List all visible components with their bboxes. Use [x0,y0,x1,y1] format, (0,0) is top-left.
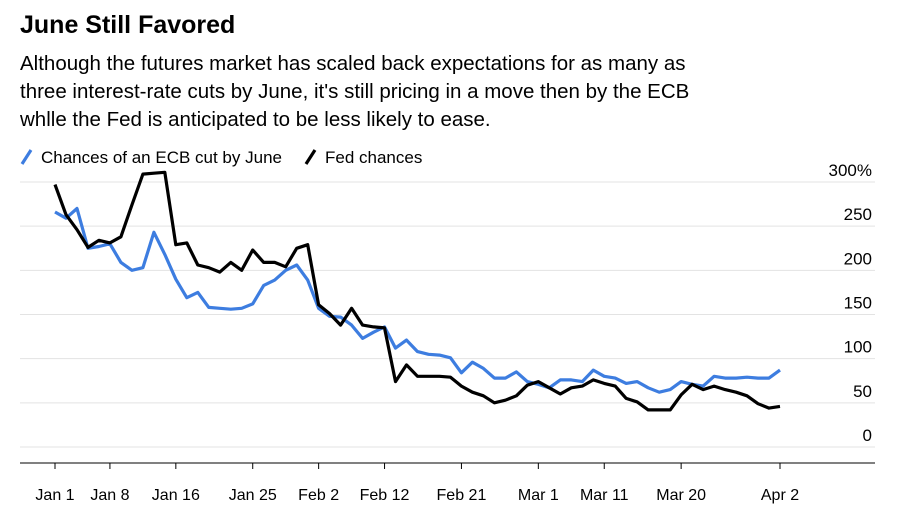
x-tick-label: Feb 21 [437,487,487,504]
y-tick-label: 200 [844,249,872,268]
y-tick-label: 0 [863,426,872,445]
y-tick-label: 300% [829,161,872,180]
x-tick-label: Jan 8 [90,487,129,504]
x-tick-label: Feb 12 [360,487,410,504]
legend-label: Fed chances [325,148,422,167]
x-tick-label: Mar 20 [656,487,706,504]
subtitle: three interest-rate cuts by June, it's s… [20,80,689,103]
data-line [54,206,781,394]
legend: Chances of an ECB cut by June Fed chances [20,148,422,167]
y-tick-label: 250 [844,205,872,224]
y-tick-label: 100 [844,338,872,357]
y-tick-label: 50 [853,382,872,401]
x-tick-label: Mar 1 [518,487,559,504]
legend-swatch [304,149,317,165]
x-tick-label: Jan 1 [35,487,74,504]
y-tick-label: 150 [844,294,872,313]
x-tick-label: Jan 25 [229,487,277,504]
x-tick-label: Mar 11 [580,487,629,504]
x-tick-label: Apr 2 [761,487,799,504]
x-tick-label: Feb 2 [298,487,339,504]
legend-label: Chances of an ECB cut by June [41,148,282,167]
data-line [53,170,781,412]
chart-title: June Still Favored [20,11,235,39]
subtitle: Although the futures market has scaled b… [20,52,685,75]
legend-swatch [20,149,33,165]
subtitle: whlle the Fed is anticipated to be less … [19,108,491,131]
x-tick-label: Jan 16 [152,487,200,504]
